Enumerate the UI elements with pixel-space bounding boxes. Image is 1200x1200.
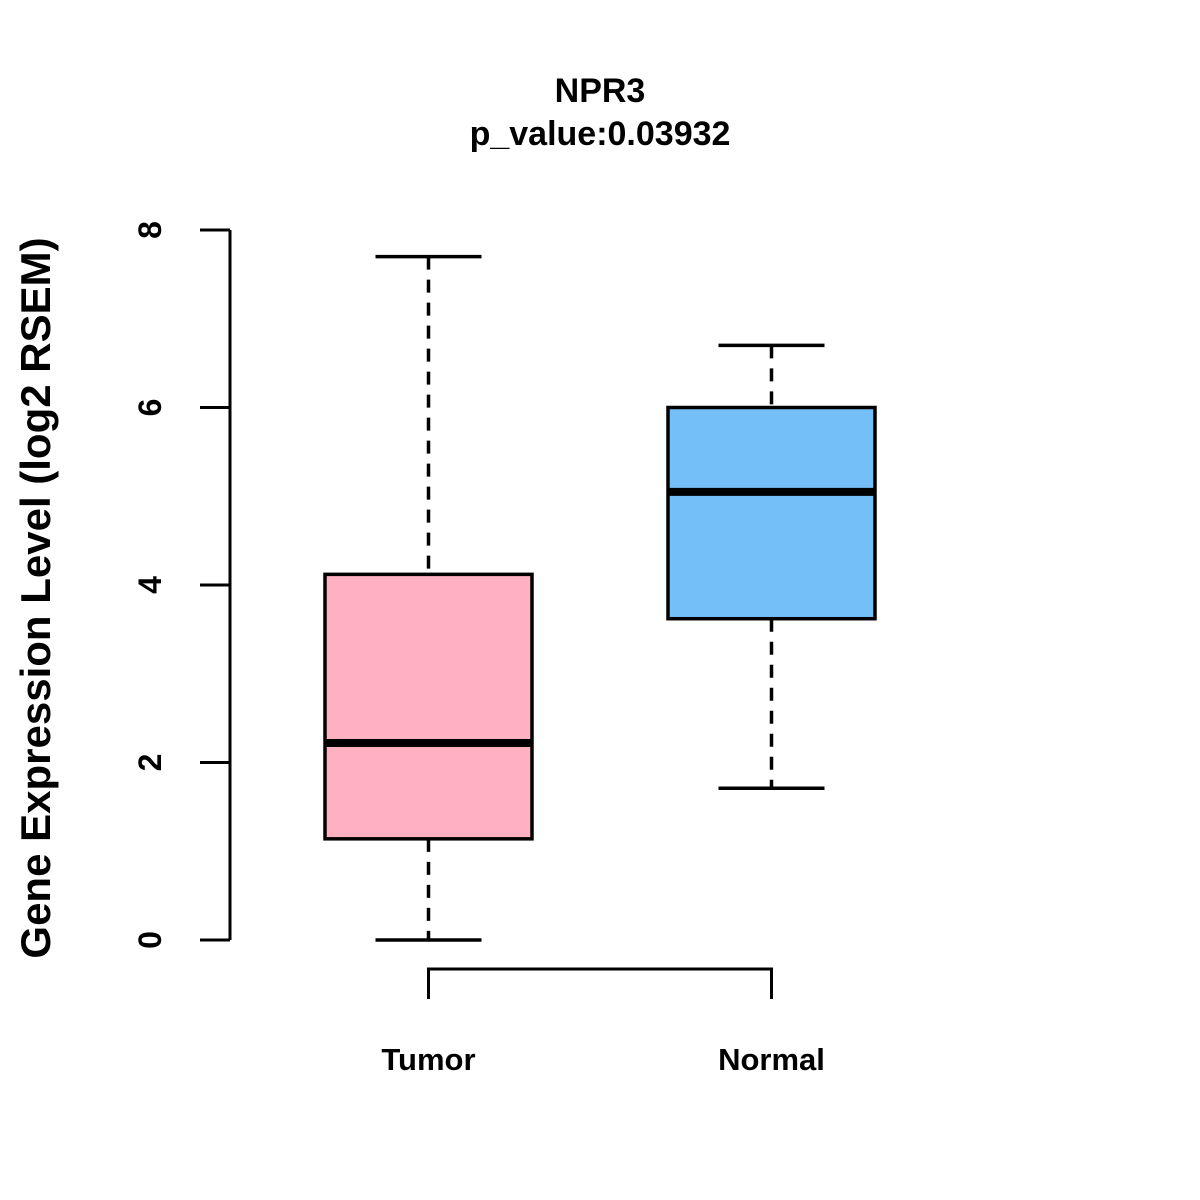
chart-title: NPR3 — [554, 72, 646, 110]
box-tumor — [323, 572, 534, 841]
y-tick-label: 8 — [132, 221, 168, 239]
y-tick-label: 0 — [132, 931, 168, 949]
y-tick-label: 6 — [132, 399, 168, 417]
y-tick-label: 4 — [132, 576, 168, 594]
chart-subtitle: p_value:0.03932 — [469, 114, 731, 153]
y-tick-label: 2 — [132, 754, 168, 772]
x-label-normal: Normal — [718, 1042, 825, 1077]
comparison-bracket — [427, 967, 773, 999]
x-label-tumor: Tumor — [381, 1042, 475, 1077]
box-normal — [666, 405, 877, 621]
title-block: NPR3 p_value:0.03932 — [230, 70, 970, 155]
